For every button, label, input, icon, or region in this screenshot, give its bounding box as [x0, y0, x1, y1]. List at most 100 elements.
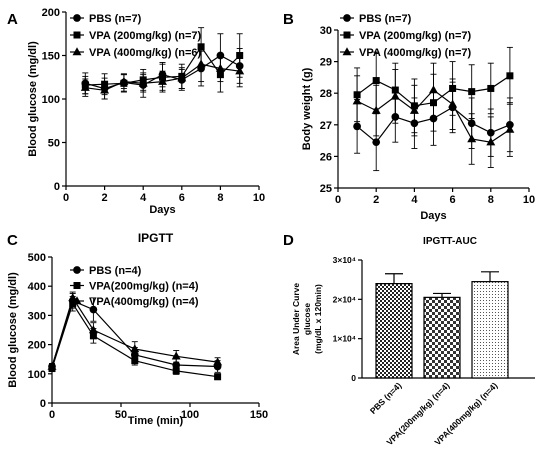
x-tick-label: 6 [179, 192, 185, 204]
series-triangle: VPA (400mg/kg) (n=7) [340, 47, 515, 168]
series-triangle: VPA(400mg/kg) (n=4) [47, 291, 223, 370]
legend-label: VPA(200mg/kg) (n=4) [89, 281, 199, 293]
x-tick-label: 10 [253, 192, 265, 204]
panel-D: D IPGTT-AUC 0 1×10⁴ 2×10⁴ 3×10⁴ Area Under Cur… [283, 232, 535, 447]
y-tick-label: 0 [54, 181, 60, 193]
data-point [158, 76, 167, 85]
series-line [51, 296, 218, 367]
x-tick-label: 8 [217, 192, 223, 204]
x-tick-label: 10 [523, 194, 535, 206]
y-tick-label: 30 [320, 25, 332, 37]
y-axis-label: Blood glucose (mg/dl) [7, 272, 19, 388]
y-tick-label: 0 [40, 398, 46, 410]
data-point [429, 85, 438, 94]
data-point [80, 82, 90, 91]
y-tick-label: 0 [351, 373, 356, 383]
y-tick-label: 28 [320, 88, 332, 100]
y-tick-label: 100 [28, 369, 46, 381]
legend-label: PBS (n=4) [89, 265, 142, 277]
chart-title: IPGTT-AUC [423, 236, 477, 247]
legend-label: VPA (400mg/kg) (n=7) [359, 47, 472, 59]
y-axis-label: glucose [302, 303, 312, 335]
x-tick-label: 2 [102, 192, 108, 204]
bar [471, 281, 509, 379]
data-point [88, 325, 98, 334]
data-point [409, 105, 419, 114]
legend-marker [72, 47, 82, 56]
data-point [486, 137, 496, 146]
x-tick-label: 8 [488, 194, 494, 206]
data-point [89, 305, 98, 314]
data-point [371, 105, 381, 114]
legend-label: VPA(400mg/kg) (n=4) [89, 296, 199, 308]
data-point [372, 77, 380, 85]
data-point [487, 84, 495, 92]
panel-label: D [283, 232, 294, 249]
panel-C: C IPGTT 0 50 100 150 0 100 200 300 400 500 Time (min… [7, 231, 268, 427]
y-tick-label: 27 [320, 120, 332, 132]
data-point [390, 91, 400, 100]
x-axis-label: Time (min) [128, 415, 184, 427]
data-point [138, 78, 148, 87]
series-square: VPA (200mg/kg) (n=7) [70, 27, 244, 96]
x-axis-label: Days [420, 210, 446, 222]
legend-marker [342, 47, 352, 56]
data-point [448, 99, 458, 108]
data-point [372, 138, 381, 147]
y-tick-label: 3×10⁴ [333, 255, 356, 265]
series-line [51, 299, 218, 368]
y-axis-label: (mg/dL x 120min) [313, 284, 323, 354]
series-line [51, 302, 218, 378]
y-axis-label: Area Under Curve [291, 283, 301, 356]
y-tick-label: 150 [42, 51, 60, 63]
data-point [196, 59, 206, 68]
series-triangle: VPA (400mg/kg) (n=6) [70, 46, 245, 100]
series-square: VPA(200mg/kg) (n=4) [48, 281, 222, 381]
bar-group: PBS (n=4) [368, 273, 413, 416]
legend-marker [343, 14, 351, 22]
category-label: PBS (n=4) [368, 380, 404, 416]
data-point [131, 357, 139, 365]
data-point [468, 88, 476, 96]
legend-label: PBS (n=7) [89, 13, 142, 25]
data-point [506, 72, 514, 80]
data-point [235, 66, 245, 75]
y-tick-label: 200 [42, 7, 60, 19]
legend-label: VPA (200mg/kg) (n=7) [89, 30, 202, 42]
legend-marker [343, 31, 351, 39]
panel-label: C [7, 232, 18, 249]
legend-marker [72, 296, 82, 305]
x-tick-label: 0 [49, 409, 55, 421]
x-axis-label: Days [149, 204, 175, 216]
x-tick-label: 4 [140, 192, 147, 204]
y-axis-label: Blood glucose (mg/dl) [27, 41, 39, 157]
legend-marker [73, 31, 81, 39]
x-tick-label: 0 [335, 194, 341, 206]
data-point [213, 357, 223, 366]
bar [375, 283, 413, 379]
data-point [119, 76, 129, 85]
series-square: VPA (200mg/kg) (n=7) [340, 30, 514, 134]
y-tick-label: 26 [320, 151, 332, 163]
x-tick-label: 100 [181, 409, 199, 421]
data-point [100, 85, 110, 94]
x-tick-label: 4 [411, 194, 418, 206]
data-point [214, 373, 222, 381]
data-point [505, 124, 515, 133]
legend-marker [73, 14, 81, 22]
legend-label: VPA (200mg/kg) (n=7) [359, 30, 472, 42]
y-tick-label: 100 [42, 94, 60, 106]
data-point [68, 293, 78, 302]
x-tick-label: 2 [373, 194, 379, 206]
data-point [177, 73, 187, 82]
x-tick-label: 50 [115, 409, 127, 421]
legend-marker [73, 266, 81, 274]
x-tick-label: 0 [63, 192, 69, 204]
y-tick-label: 50 [48, 138, 60, 150]
data-point [172, 367, 180, 375]
panel-label: B [283, 11, 294, 28]
panel-label: A [7, 11, 18, 28]
y-tick-label: 1×10⁴ [333, 334, 356, 344]
y-tick-label: 2×10⁴ [333, 294, 356, 304]
